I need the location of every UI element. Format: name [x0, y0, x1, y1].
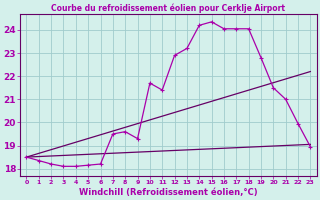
Title: Courbe du refroidissement éolien pour Cerklje Airport: Courbe du refroidissement éolien pour Ce… — [52, 3, 285, 13]
X-axis label: Windchill (Refroidissement éolien,°C): Windchill (Refroidissement éolien,°C) — [79, 188, 258, 197]
